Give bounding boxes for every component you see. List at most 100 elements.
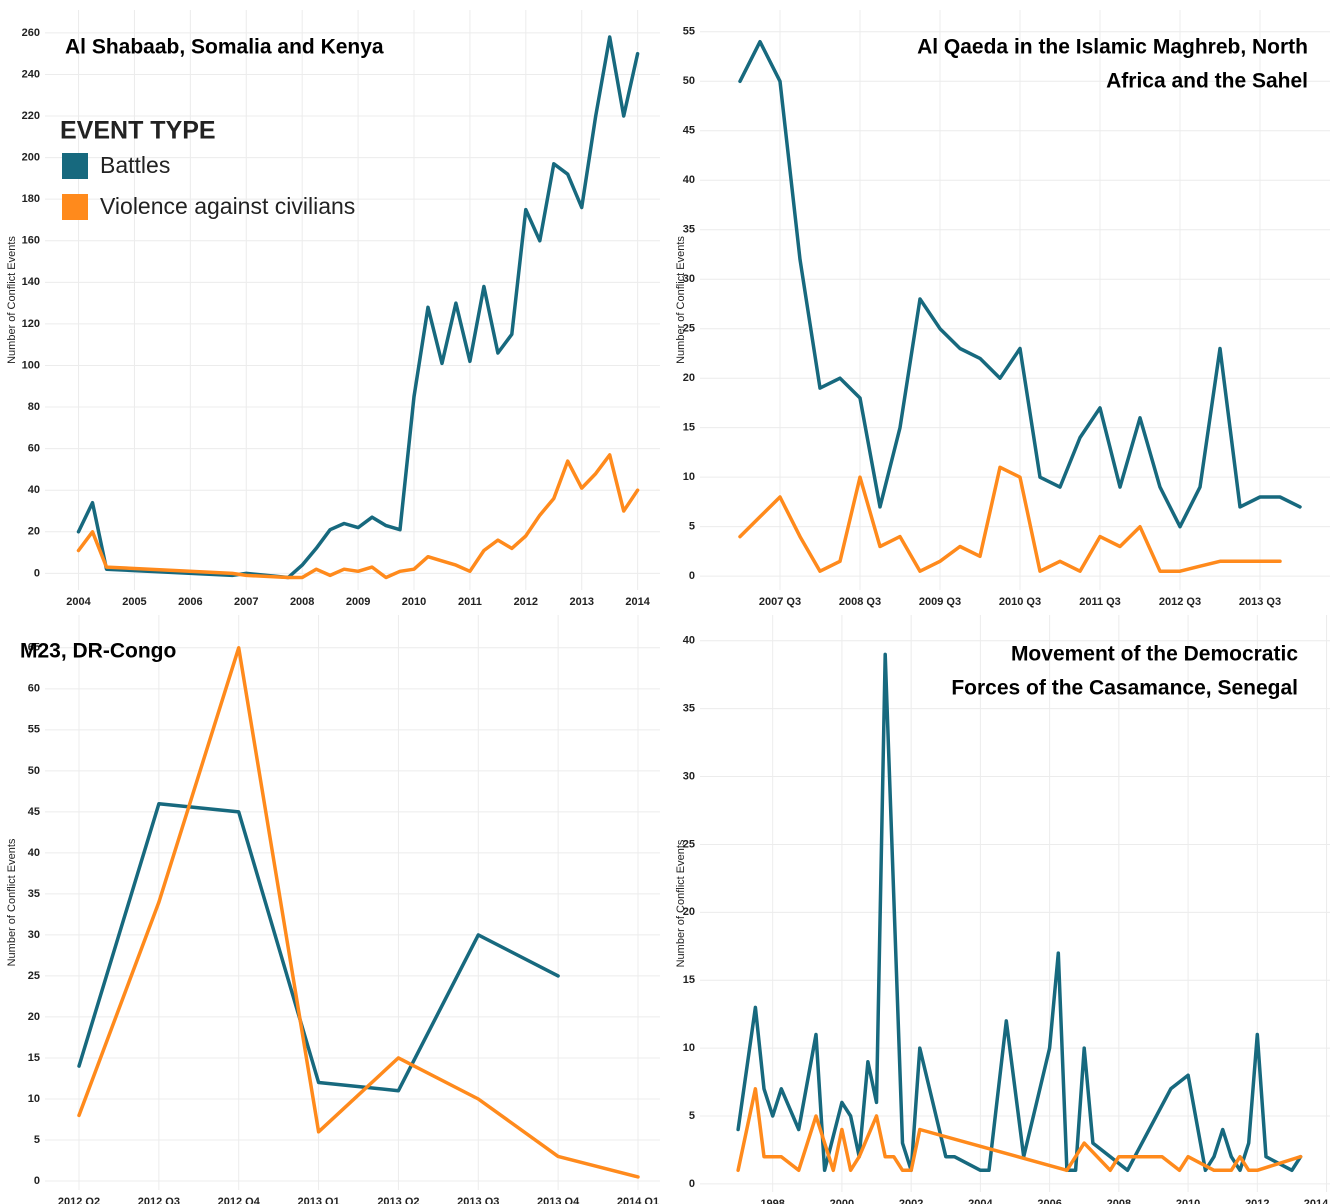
x-tick-label: 2012 Q2 [58, 1196, 100, 1204]
y-tick-label: 35 [683, 224, 695, 236]
x-tick-label: 2013 Q2 [377, 1196, 419, 1204]
y-tick-label: 5 [689, 1110, 695, 1122]
x-tick-label: 2000 [830, 1198, 854, 1204]
y-tick-label: 10 [683, 1042, 695, 1054]
x-tick-label: 2011 Q3 [1079, 596, 1121, 608]
x-tick-label: 2006 [1037, 1198, 1061, 1204]
y-tick-label: 80 [28, 401, 40, 413]
chart-title: Al Qaeda in the Islamic Maghreb, North [917, 36, 1308, 59]
legend-label: Violence against civilians [100, 193, 355, 219]
y-tick-label: 0 [34, 1175, 40, 1187]
x-tick-label: 2010 Q3 [999, 596, 1041, 608]
y-tick-label: 260 [22, 27, 40, 39]
y-tick-label: 140 [22, 276, 40, 288]
y-tick-label: 10 [683, 471, 695, 483]
legend-swatch [62, 194, 88, 220]
y-tick-label: 5 [689, 521, 695, 533]
series-line [736, 652, 1303, 1173]
legend-label: Battles [100, 152, 170, 178]
x-tick-label: 2013 Q3 [457, 1196, 499, 1204]
y-axis-label: Number of Conflict Events [6, 236, 18, 364]
y-tick-label: 15 [683, 974, 695, 986]
y-tick-label: 240 [22, 68, 40, 80]
y-tick-label: 100 [22, 359, 40, 371]
y-tick-label: 45 [683, 125, 695, 137]
x-tick-label: 2012 Q3 [1159, 596, 1201, 608]
x-tick-label: 2008 [290, 596, 314, 608]
y-axis-label: Number of Conflict Events [675, 236, 687, 364]
y-tick-label: 60 [28, 443, 40, 455]
y-tick-label: 20 [28, 1011, 40, 1023]
y-tick-label: 120 [22, 318, 40, 330]
y-tick-label: 20 [683, 906, 695, 918]
x-tick-label: 2013 Q4 [537, 1196, 580, 1204]
y-tick-label: 35 [28, 888, 40, 900]
y-tick-label: 180 [22, 193, 40, 205]
series-line [76, 453, 640, 580]
series-line [77, 801, 560, 1093]
x-tick-label: 2005 [122, 596, 146, 608]
chart-title: Africa and the Sahel [1106, 70, 1308, 93]
y-tick-label: 25 [683, 838, 695, 850]
series-line [738, 465, 1282, 573]
x-tick-label: 2012 Q3 [138, 1196, 180, 1204]
y-axis-label: Number of Conflict Events [6, 838, 18, 966]
y-tick-label: 30 [683, 273, 695, 285]
x-tick-label: 2006 [178, 596, 202, 608]
y-tick-label: 15 [683, 422, 695, 434]
chart-title: Al Shabaab, Somalia and Kenya [65, 36, 384, 59]
x-tick-label: 2013 [569, 596, 593, 608]
y-tick-label: 50 [28, 765, 40, 777]
x-tick-label: 2010 [1176, 1198, 1200, 1204]
x-tick-label: 2002 [899, 1198, 923, 1204]
y-tick-label: 220 [22, 110, 40, 122]
legend-swatch [62, 153, 88, 179]
chart-title: M23, DR-Congo [20, 640, 176, 663]
x-tick-label: 2014 Q1 [617, 1196, 659, 1204]
y-tick-label: 200 [22, 152, 40, 164]
y-tick-label: 20 [28, 526, 40, 538]
series-line [736, 1087, 1303, 1173]
x-tick-label: 2004 [66, 596, 91, 608]
y-tick-label: 30 [683, 770, 695, 782]
legend-title: EVENT TYPE [60, 117, 216, 145]
chart-title: Movement of the Democratic [1011, 643, 1298, 666]
y-tick-label: 5 [34, 1134, 40, 1146]
y-tick-label: 55 [683, 26, 695, 38]
y-tick-label: 55 [28, 724, 40, 736]
y-tick-label: 15 [28, 1052, 40, 1064]
x-tick-label: 2012 [1245, 1198, 1269, 1204]
x-tick-label: 2009 Q3 [919, 596, 961, 608]
x-tick-label: 2013 Q3 [1239, 596, 1281, 608]
x-tick-label: 2013 Q1 [297, 1196, 339, 1204]
y-tick-label: 40 [28, 484, 40, 496]
y-tick-label: 0 [689, 1178, 695, 1190]
y-tick-label: 160 [22, 235, 40, 247]
x-tick-label: 2014 [625, 596, 650, 608]
x-tick-label: 2009 [346, 596, 370, 608]
y-axis-label: Number of Conflict Events [675, 839, 687, 967]
series-line [738, 39, 1302, 529]
x-tick-label: 1998 [760, 1198, 784, 1204]
x-tick-label: 2012 [514, 596, 538, 608]
y-tick-label: 50 [683, 75, 695, 87]
y-tick-label: 40 [683, 174, 695, 186]
y-tick-label: 0 [34, 567, 40, 579]
x-tick-label: 2014 [1304, 1198, 1329, 1204]
series-line [77, 646, 640, 1179]
x-tick-label: 2012 Q4 [218, 1196, 261, 1204]
y-tick-label: 40 [28, 847, 40, 859]
y-tick-label: 10 [28, 1093, 40, 1105]
x-tick-label: 2008 Q3 [839, 596, 881, 608]
x-tick-label: 2007 Q3 [759, 596, 801, 608]
y-tick-label: 20 [683, 372, 695, 384]
y-tick-label: 0 [689, 570, 695, 582]
y-tick-label: 40 [683, 635, 695, 647]
x-tick-label: 2004 [968, 1198, 993, 1204]
x-tick-label: 2011 [458, 596, 482, 608]
y-tick-label: 65 [28, 642, 40, 654]
y-tick-label: 60 [28, 683, 40, 695]
y-tick-label: 35 [683, 703, 695, 715]
y-tick-label: 30 [28, 929, 40, 941]
